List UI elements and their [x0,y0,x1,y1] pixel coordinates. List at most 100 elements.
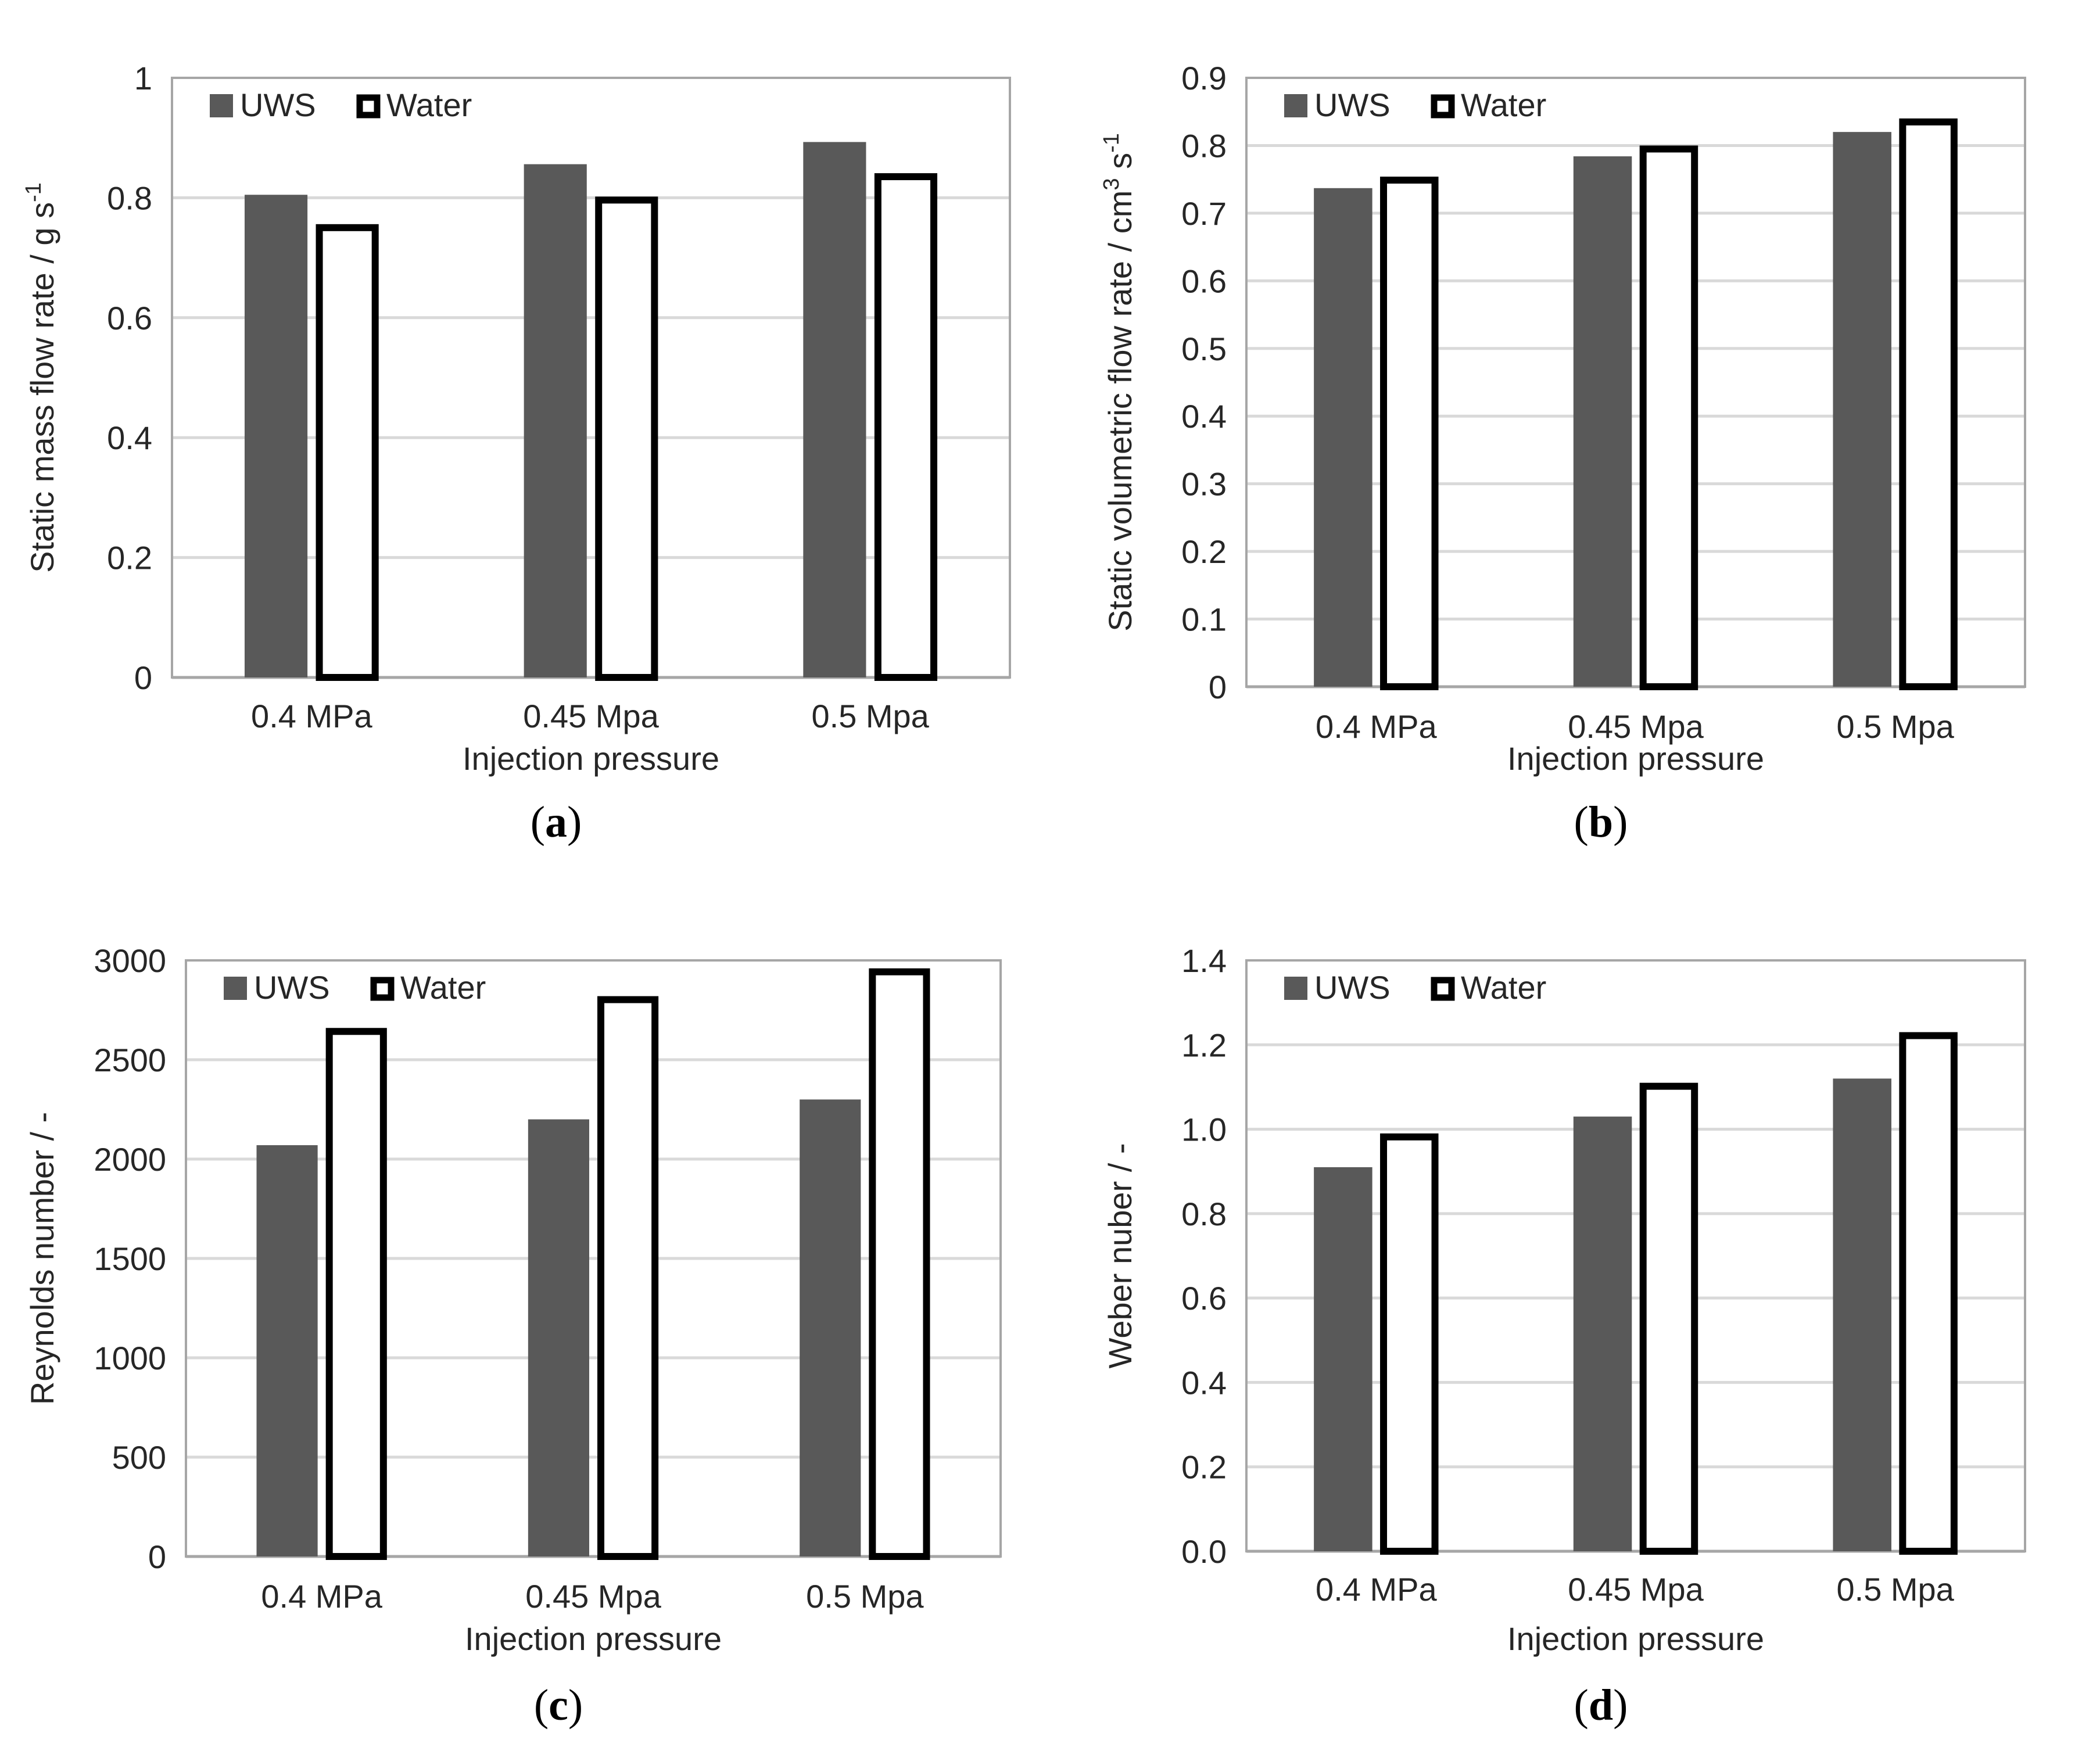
y-tick-label: 1.2 [1181,1027,1227,1063]
y-tick-label: 0.6 [1181,1280,1227,1317]
chart-panel-a: 0 0.2 0.4 0.6 0.8 1 0.4 MPa 0.45 Mpa 0.5 Mpa UWS W… [21,60,1011,847]
x-tick-label: 0.4 MPa [261,1578,382,1615]
y-tick-label: 0.6 [1181,263,1227,299]
bar-uws [803,142,866,677]
y-tick-label: 0.8 [1181,1196,1227,1232]
panel-label: (c) [534,1681,583,1730]
bar-water [316,224,379,682]
x-axis-title: Injection pressure [1507,1620,1764,1657]
x-axis-title: Injection pressure [463,740,719,777]
x-tick-label: 0.4 MPa [251,698,372,734]
panel-label: (b) [1574,798,1628,847]
x-tick-label: 0.5 Mpa [1836,1571,1954,1608]
x-tick-label: 0.4 MPa [1316,708,1437,745]
y-tick-label: 500 [112,1439,166,1476]
y-axis-title: Weber nuber / - [1102,1143,1138,1368]
y-tick-label: 0.6 [107,300,152,336]
bar-uws [528,1119,589,1556]
y-tick-label: 3000 [94,942,166,979]
x-tick-label: 0.45 Mpa [1568,708,1704,745]
legend-swatch-uws [224,977,247,1000]
legend-label-water: Water [386,87,472,123]
bar-water [1380,1133,1439,1555]
y-tick-label: 0.8 [1181,127,1227,164]
x-tick-label: 0.45 Mpa [523,698,659,734]
legend-label-water: Water [400,969,486,1006]
y-tick-label: 2000 [94,1141,166,1178]
bar-water [874,173,938,681]
y-tick-label: 0.2 [1181,1449,1227,1486]
y-tick-label: 0.0 [1181,1533,1227,1570]
panel-label: (d) [1574,1681,1628,1730]
bar-uws [800,1099,861,1556]
x-tick-label: 0.4 MPa [1316,1571,1437,1608]
bar-water [595,196,658,681]
bar-uws [1833,1078,1891,1551]
bar-uws [1573,1116,1632,1551]
y-tick-label: 2500 [94,1042,166,1078]
bar-water [1380,177,1439,690]
bar-uws [1314,188,1372,687]
chart-panel-c: 0 500 1000 1500 2000 2500 3000 0.4 MPa 0.45 Mpa 0… [24,942,1002,1730]
bar-uws [256,1145,318,1556]
chart-panel-b: 0 0.1 0.2 0.3 0.4 0.5 0.6 0.7 0.8 0.9 0.4 MPa 0.45 … [1099,60,2026,847]
x-tick-label: 0.5 Mpa [811,698,929,734]
y-tick-label: 0.5 [1181,331,1227,367]
legend-swatch-uws [1284,94,1307,117]
x-tick-label: 0.5 Mpa [1836,708,1954,745]
panel-label: (a) [531,798,582,847]
legend-label-uws: UWS [1314,969,1391,1006]
y-tick-label: 1000 [94,1340,166,1376]
x-tick-label: 0.45 Mpa [525,1578,661,1615]
legend-label-uws: UWS [254,969,330,1006]
legend-swatch-water [356,94,381,119]
legend-label-water: Water [1461,969,1546,1006]
bar-uws [1573,156,1632,687]
bar-uws [1833,132,1891,687]
y-tick-label: 0.3 [1181,466,1227,503]
y-tick-label: 0 [134,659,152,696]
bar-water [325,1028,387,1560]
legend-swatch-water [1431,977,1455,1001]
y-tick-label: 0.4 [107,419,152,456]
legend-swatch-uws [210,94,233,117]
bar-uws [524,164,587,677]
chart-panel-d: 0.0 0.2 0.4 0.6 0.8 1.0 1.2 1.4 0.4 MPa 0.45 Mpa 0… [1102,942,2026,1730]
legend-label-uws: UWS [1314,87,1391,123]
y-tick-label: 1500 [94,1240,166,1277]
bar-water [1899,118,1958,691]
y-axis-title: Static mass flow rate / g s-1 [21,182,60,573]
bar-uws [1314,1167,1372,1551]
y-tick-label: 1.4 [1181,942,1227,979]
legend-swatch-water [1431,94,1455,119]
y-axis-title: Reynolds number / - [24,1112,60,1405]
y-tick-label: 0.1 [1181,601,1227,638]
y-tick-label: 1.0 [1181,1111,1227,1148]
bar-uws [244,195,308,677]
x-tick-label: 0.5 Mpa [806,1578,924,1615]
bar-water [1899,1032,1958,1555]
x-tick-label: 0.45 Mpa [1568,1571,1704,1608]
bar-water [869,968,930,1561]
y-tick-label: 1 [134,60,152,96]
legend-label-uws: UWS [240,87,316,123]
y-tick-label: 0 [148,1538,166,1575]
bar-water [1639,145,1698,690]
y-tick-label: 0.2 [1181,533,1227,570]
bar-water [597,996,659,1561]
x-axis-title: Injection pressure [1507,740,1764,777]
y-tick-label: 0.8 [107,180,152,216]
y-axis-title: Static volumetric flow rate / cm3 s-1 [1099,133,1138,632]
y-tick-label: 0.4 [1181,1364,1227,1401]
legend-swatch-uws [1284,977,1307,1000]
y-tick-label: 0.2 [107,540,152,576]
y-tick-label: 0 [1209,669,1227,705]
legend-swatch-water [370,977,395,1001]
y-tick-label: 0.7 [1181,195,1227,232]
y-tick-label: 0.9 [1181,60,1227,96]
legend-label-water: Water [1461,87,1546,123]
bar-water [1639,1082,1698,1555]
y-tick-label: 0.4 [1181,398,1227,435]
x-axis-title: Injection pressure [465,1620,722,1657]
